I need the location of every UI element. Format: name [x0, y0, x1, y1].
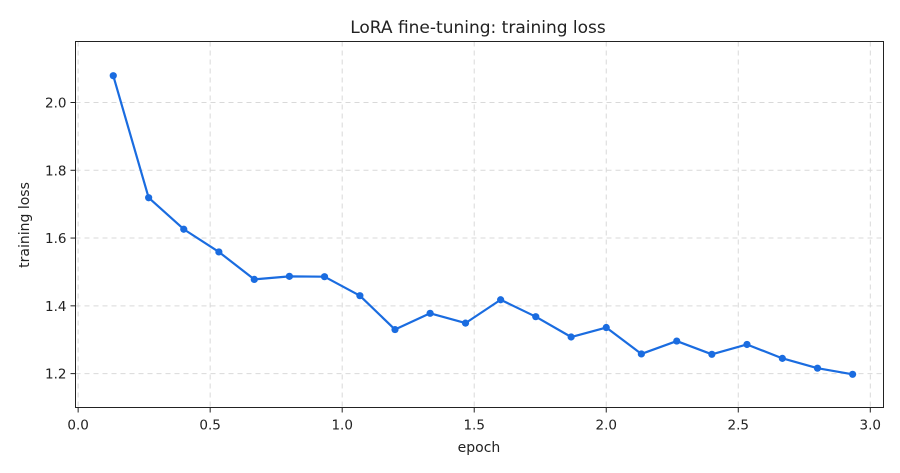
y-tick-label: 1.8 — [45, 163, 66, 179]
series-layer — [109, 72, 857, 378]
data-point — [109, 72, 117, 80]
grid-layer — [75, 41, 884, 408]
data-point — [778, 354, 786, 362]
ticks-layer: 0.0 0.5 1.0 1.5 2.0 2.5 3.0 1.2 1.4 1.6 1.8 2.0 — [45, 96, 881, 434]
y-tick-label: 2.0 — [45, 96, 66, 112]
x-axis-label: epoch — [458, 440, 501, 456]
data-point — [180, 225, 188, 233]
chart-title: LoRA fine-tuning: training loss — [350, 18, 606, 38]
data-point — [637, 350, 645, 358]
data-point — [813, 364, 822, 372]
data-point — [602, 323, 610, 332]
x-tick-label: 1.5 — [463, 418, 484, 434]
y-tick-label: 1.4 — [45, 299, 66, 315]
data-point — [215, 248, 223, 256]
y-tick-label: 1.2 — [45, 367, 66, 383]
data-point — [461, 319, 470, 327]
x-tick-label: 2.5 — [728, 418, 749, 434]
data-point — [849, 370, 857, 378]
x-tick-label: 0.0 — [67, 418, 88, 434]
x-tick-label: 3.0 — [860, 418, 881, 434]
data-point — [285, 272, 293, 280]
data-point — [497, 296, 505, 304]
data-point — [532, 313, 540, 321]
data-point — [391, 325, 399, 334]
y-axis-label: training loss — [17, 182, 33, 268]
data-point — [356, 292, 364, 300]
series-line — [112, 75, 853, 376]
y-tick-label: 1.6 — [45, 231, 66, 247]
x-tick-label: 2.0 — [596, 418, 617, 434]
data-point — [743, 340, 751, 349]
x-tick-label: 1.0 — [331, 418, 352, 434]
plot-frame — [75, 41, 884, 408]
data-point — [708, 350, 716, 358]
data-point — [567, 333, 575, 341]
x-tick-label: 0.5 — [199, 418, 220, 434]
data-point — [426, 309, 434, 317]
data-point — [673, 337, 681, 345]
data-point — [320, 273, 329, 281]
data-point — [250, 275, 258, 283]
data-point — [145, 194, 153, 202]
